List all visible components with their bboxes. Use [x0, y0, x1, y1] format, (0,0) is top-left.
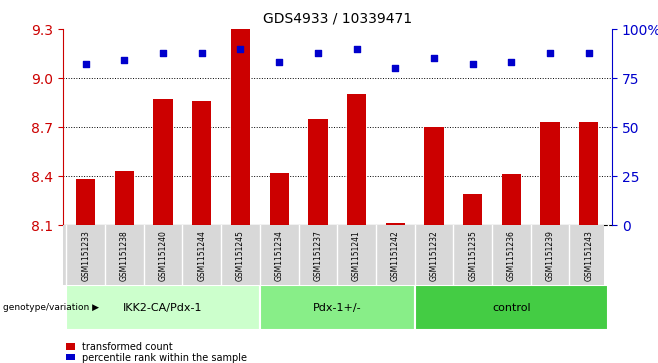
- Text: GSM1151238: GSM1151238: [120, 230, 129, 281]
- Text: GSM1151244: GSM1151244: [197, 230, 207, 281]
- Text: control: control: [492, 303, 530, 313]
- Point: [390, 65, 401, 71]
- Text: Pdx-1+/-: Pdx-1+/-: [313, 303, 361, 313]
- Text: GSM1151236: GSM1151236: [507, 230, 516, 281]
- Bar: [463, 194, 482, 225]
- Bar: [270, 173, 289, 225]
- Bar: [76, 179, 95, 225]
- Point: [274, 60, 284, 65]
- Text: GSM1151235: GSM1151235: [468, 230, 477, 281]
- Point: [158, 50, 168, 56]
- Text: GSM1151232: GSM1151232: [430, 230, 438, 281]
- Bar: [66, 285, 260, 330]
- Bar: [501, 174, 521, 225]
- Point: [584, 50, 594, 56]
- Bar: [260, 285, 415, 330]
- Text: GSM1151233: GSM1151233: [81, 230, 90, 281]
- Point: [80, 61, 91, 67]
- Text: GSM1151234: GSM1151234: [274, 230, 284, 281]
- Text: GSM1151237: GSM1151237: [313, 230, 322, 281]
- Bar: [579, 122, 598, 225]
- Bar: [347, 94, 367, 225]
- Bar: [114, 171, 134, 225]
- Text: transformed count: transformed count: [82, 342, 173, 352]
- Bar: [153, 99, 173, 225]
- Text: GSM1151242: GSM1151242: [391, 230, 400, 281]
- Text: GSM1151239: GSM1151239: [545, 230, 555, 281]
- Bar: [424, 127, 443, 225]
- Bar: [231, 24, 250, 225]
- Text: genotype/variation ▶: genotype/variation ▶: [3, 303, 99, 312]
- Text: IKK2-CA/Pdx-1: IKK2-CA/Pdx-1: [123, 303, 203, 313]
- Point: [197, 50, 207, 56]
- Bar: [540, 122, 560, 225]
- Bar: [308, 119, 328, 225]
- Text: GSM1151241: GSM1151241: [352, 230, 361, 281]
- Point: [351, 46, 362, 52]
- Bar: [386, 223, 405, 225]
- Point: [235, 46, 245, 52]
- Bar: [192, 101, 211, 225]
- Title: GDS4933 / 10339471: GDS4933 / 10339471: [263, 11, 412, 25]
- Point: [119, 57, 130, 63]
- Point: [429, 56, 440, 61]
- Text: percentile rank within the sample: percentile rank within the sample: [82, 352, 247, 363]
- Point: [467, 61, 478, 67]
- Text: GSM1151245: GSM1151245: [236, 230, 245, 281]
- Bar: [415, 285, 608, 330]
- Point: [545, 50, 555, 56]
- Point: [506, 60, 517, 65]
- Text: GSM1151243: GSM1151243: [584, 230, 594, 281]
- Point: [313, 50, 323, 56]
- Text: GSM1151240: GSM1151240: [159, 230, 168, 281]
